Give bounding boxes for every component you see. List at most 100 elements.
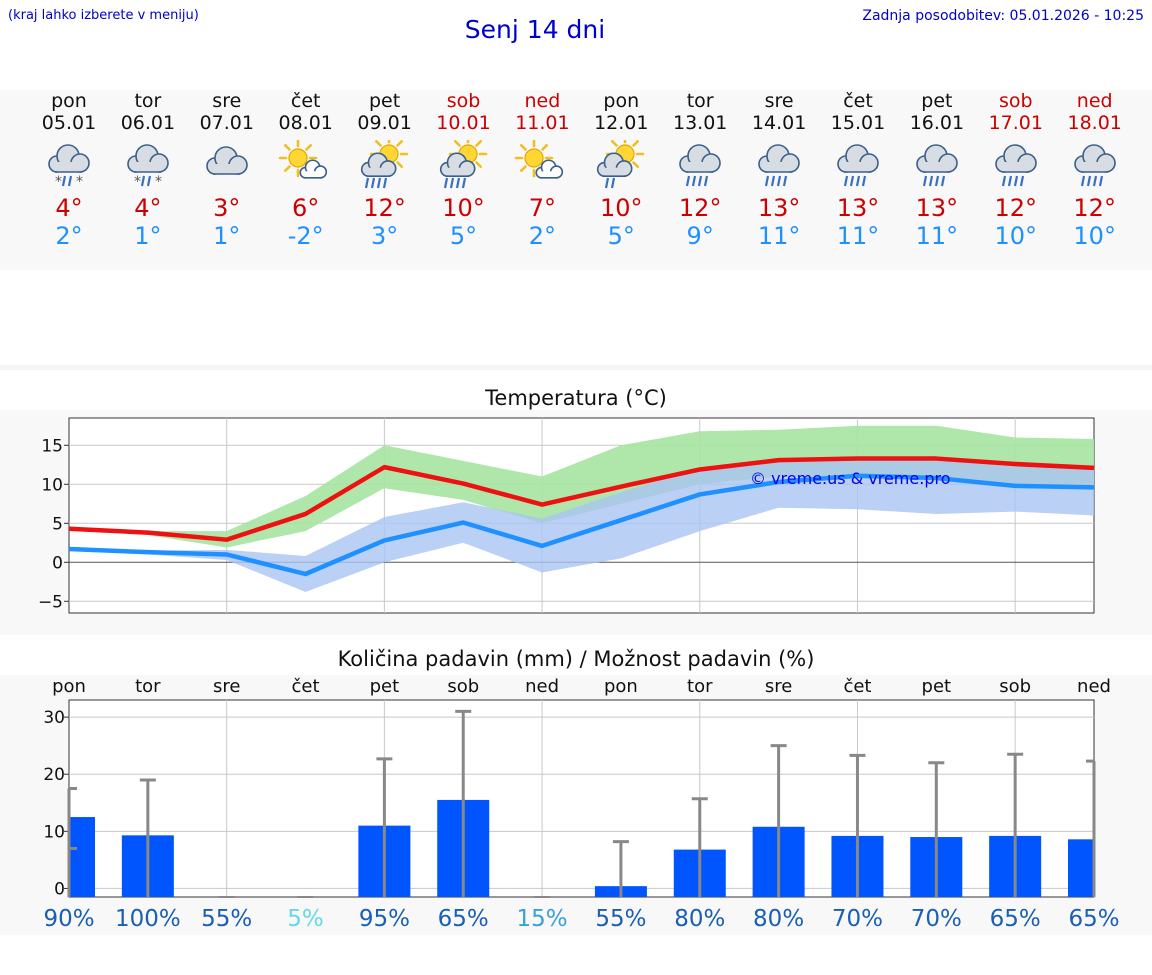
day-name: sre — [764, 90, 794, 112]
y-tick-label: 10 — [43, 822, 65, 842]
raindrop — [843, 175, 849, 187]
precipitation-chart-title: Količina padavin (mm) / Možnost padavin … — [337, 647, 815, 671]
snowflake: * — [155, 174, 162, 190]
temp-min: -2° — [287, 222, 324, 250]
temp-max: 13° — [915, 194, 959, 222]
precipitation-probability: 90% — [43, 906, 94, 932]
day-name: čet — [843, 90, 873, 112]
temp-min: 10° — [994, 222, 1038, 250]
day-forecast-3: čet 08.01 6° -2° — [266, 90, 346, 250]
day-forecast-8: tor 13.01 12° 9° — [660, 90, 740, 250]
cloud-shape — [205, 146, 248, 175]
day-forecast-7: pon 12.01 10° 5° — [581, 90, 661, 250]
raindrop — [765, 175, 770, 187]
precipitation-probability: 15% — [517, 906, 568, 932]
temp-max: 7° — [528, 194, 557, 222]
day-date: 06.01 — [120, 112, 176, 134]
y-tick-label: 10 — [41, 475, 63, 495]
daily-forecast-strip: pon 05.01 * * 4° 2° tor 06.01 * * 4° 1° sre 07.01 3° 1°… — [0, 90, 1152, 270]
temp-max: 4° — [134, 194, 162, 222]
y-tick-label: 20 — [43, 765, 65, 785]
day-forecast-6: ned 11.01 7° 2° — [502, 90, 582, 250]
x-day-label: čet — [843, 676, 871, 697]
raindrop — [376, 177, 381, 189]
temp-min: 5° — [449, 222, 478, 250]
cloud-shape — [916, 144, 958, 173]
raindrop — [461, 177, 466, 189]
cloud-shape — [679, 144, 721, 173]
day-name: pet — [368, 90, 401, 112]
temperature-chart: 15 10 5 0 −5 © vreme.us & vreme.pro — [38, 417, 1095, 614]
precipitation-probability: 70% — [911, 906, 962, 932]
precipitation-probability: 5% — [287, 906, 324, 932]
temp-min: 11° — [915, 222, 959, 250]
day-forecast-0: pon 05.01 * * 4° 2° — [29, 90, 109, 250]
temp-min: 5° — [607, 222, 635, 250]
day-name: sre — [212, 90, 242, 112]
day-date: 13.01 — [672, 112, 728, 134]
raindrop — [443, 177, 448, 189]
snowflake: * — [55, 174, 62, 190]
x-day-label: tor — [687, 676, 713, 697]
raindrop — [692, 175, 697, 187]
sun-light-rain-icon — [597, 140, 645, 189]
sun-cloud-icon — [278, 140, 327, 179]
rain-cloud-icon — [1073, 144, 1116, 187]
snowflake: * — [76, 174, 83, 190]
raindrop — [777, 175, 782, 187]
precipitation-bar — [1068, 839, 1094, 897]
y-tick-label: 15 — [41, 436, 63, 456]
temp-max: 10° — [600, 194, 643, 222]
day-name: tor — [686, 90, 714, 112]
temp-min: 10° — [1073, 222, 1116, 250]
cloud-shape — [439, 152, 475, 178]
x-day-label: pon — [52, 676, 86, 697]
temp-max: 12° — [678, 194, 722, 222]
temperature-chart-title: Temperatura (°C) — [485, 386, 667, 410]
rain-cloud-icon — [916, 144, 958, 187]
sun-cloud-icon — [515, 140, 564, 179]
snowflake: * — [134, 174, 141, 190]
precipitation-probability: 80% — [753, 906, 804, 932]
day-name: pet — [921, 90, 953, 112]
temp-min: 1° — [134, 222, 162, 250]
day-name: ned — [524, 90, 561, 112]
cloud-shape — [837, 144, 879, 173]
page-title: Senj 14 dni — [464, 15, 606, 44]
temp-max: 12° — [994, 194, 1038, 222]
raindrop — [1019, 175, 1024, 187]
day-name: tor — [134, 90, 162, 112]
rain-cloud-icon — [837, 144, 879, 187]
precipitation-probability: 55% — [595, 906, 646, 932]
day-date: 15.01 — [830, 112, 886, 134]
cloud-shape — [360, 152, 397, 178]
raindrop — [449, 177, 454, 189]
precipitation-probability: 80% — [674, 906, 725, 932]
min-range-band — [69, 457, 1094, 592]
y-tick-label: 5 — [52, 514, 63, 534]
day-name: sob — [446, 90, 481, 112]
day-date: 07.01 — [199, 112, 254, 134]
location-hint[interactable]: (kraj lahko izberete v meniju) — [8, 8, 199, 23]
raindrop — [783, 175, 788, 187]
y-tick-label: 0 — [52, 553, 63, 573]
temp-min: 3° — [370, 222, 399, 250]
precipitation-probability: 55% — [201, 906, 252, 932]
last-update: Zadnja posodobitev: 05.01.2026 - 10:25 — [862, 8, 1144, 24]
raindrop — [1092, 175, 1097, 187]
raindrop — [928, 175, 933, 187]
day-forecast-10: čet 15.01 13° 11° — [818, 90, 898, 250]
x-day-label: ned — [525, 676, 559, 697]
day-forecast-2: sre 07.01 3° 1° — [187, 90, 267, 250]
raindrop — [140, 175, 145, 187]
raindrop — [1001, 175, 1006, 187]
raindrop — [1086, 175, 1091, 187]
cloud-shape — [535, 159, 564, 179]
raindrop — [855, 175, 861, 187]
y-tick-label: 0 — [54, 879, 65, 899]
cloud-shape — [994, 144, 1037, 173]
raindrop — [370, 177, 375, 189]
precipitation-bar — [69, 817, 95, 897]
raindrop — [698, 175, 703, 187]
rain-cloud-icon — [679, 144, 721, 187]
